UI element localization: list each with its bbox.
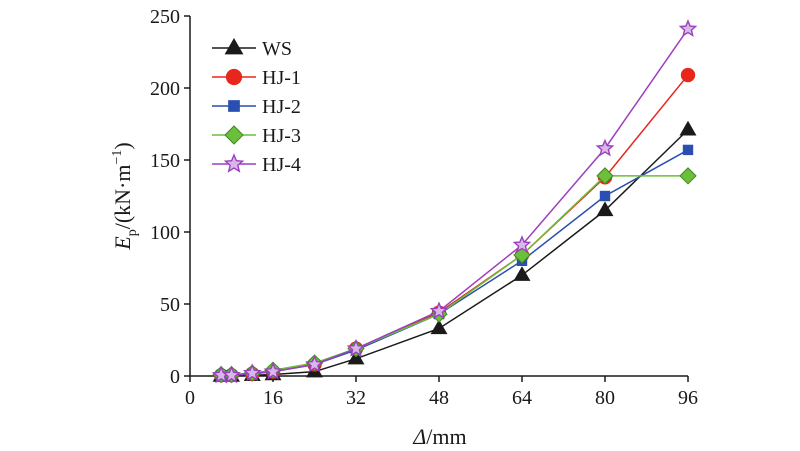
series-line xyxy=(221,74,689,377)
x-tick-label: 16 xyxy=(263,387,283,409)
legend-item-hj-2: HJ-2 xyxy=(212,96,301,118)
data-point-star xyxy=(346,338,366,357)
series-line xyxy=(221,149,689,377)
y-tick-label: 250 xyxy=(150,6,180,28)
data-point-diamond xyxy=(679,167,697,185)
data-point-star xyxy=(305,354,324,373)
data-point-triangle xyxy=(679,120,697,136)
data-point-triangle xyxy=(513,266,531,281)
data-point-star xyxy=(429,301,449,320)
legend-label: HJ-1 xyxy=(262,67,301,89)
data-point-square xyxy=(682,144,694,156)
x-axis-title: Δ/mm xyxy=(412,424,466,449)
series-hj-3 xyxy=(212,167,697,384)
legend-item-ws: WS xyxy=(212,37,292,60)
legend-label: HJ-2 xyxy=(262,96,301,118)
data-point-star xyxy=(242,363,262,382)
series-hj-4 xyxy=(211,19,698,384)
x-tick-label: 32 xyxy=(346,387,366,409)
data-point-star xyxy=(263,361,283,380)
data-point-diamond xyxy=(596,167,614,185)
legend-item-hj-3: HJ-3 xyxy=(212,125,301,147)
y-tick-label: 100 xyxy=(150,222,180,244)
data-point-diamond xyxy=(224,125,244,145)
x-tick-label: 64 xyxy=(512,387,532,409)
legend-label: HJ-3 xyxy=(262,125,301,147)
data-point-circle xyxy=(680,67,696,83)
series-hj-2 xyxy=(215,144,694,381)
data-point-triangle xyxy=(430,319,448,335)
legend-item-hj-4: HJ-4 xyxy=(212,153,301,176)
x-tick-label: 80 xyxy=(595,387,615,409)
axes: 0 16 32 48 64 80 96 0 50 100 150 200 250 xyxy=(150,6,698,409)
x-tick-label: 48 xyxy=(429,387,449,409)
legend-label: WS xyxy=(262,38,292,60)
data-point-triangle xyxy=(224,37,244,55)
series-line xyxy=(221,129,689,377)
series-line xyxy=(221,175,688,376)
data-point-circle xyxy=(225,68,243,86)
data-point-star xyxy=(512,235,532,253)
data-point-triangle xyxy=(596,201,614,217)
x-tick-label: 0 xyxy=(185,387,195,409)
y-tick-label: 0 xyxy=(170,366,180,388)
y-ticks: 0 50 100 150 200 250 xyxy=(150,6,190,388)
x-ticks: 0 16 32 48 64 80 96 xyxy=(185,376,698,409)
y-tick-label: 200 xyxy=(150,78,180,100)
data-point-star xyxy=(678,19,698,37)
data-point-star xyxy=(595,138,615,157)
series-layer xyxy=(211,19,698,384)
x-tick-label: 96 xyxy=(678,387,698,409)
legend: WS HJ-1 HJ-2 HJ-3 HJ-4 xyxy=(212,37,301,176)
y-tick-label: 150 xyxy=(150,150,180,172)
data-point-star xyxy=(223,153,245,173)
y-tick-label: 50 xyxy=(160,294,180,316)
y-axis-title: Ep/(kN·m−1) xyxy=(110,142,140,250)
legend-item-hj-1: HJ-1 xyxy=(212,67,301,89)
data-point-square xyxy=(599,190,611,202)
legend-label: HJ-4 xyxy=(262,154,301,176)
data-point-star xyxy=(222,365,241,384)
series-line xyxy=(221,28,689,377)
data-point-square xyxy=(228,100,240,112)
